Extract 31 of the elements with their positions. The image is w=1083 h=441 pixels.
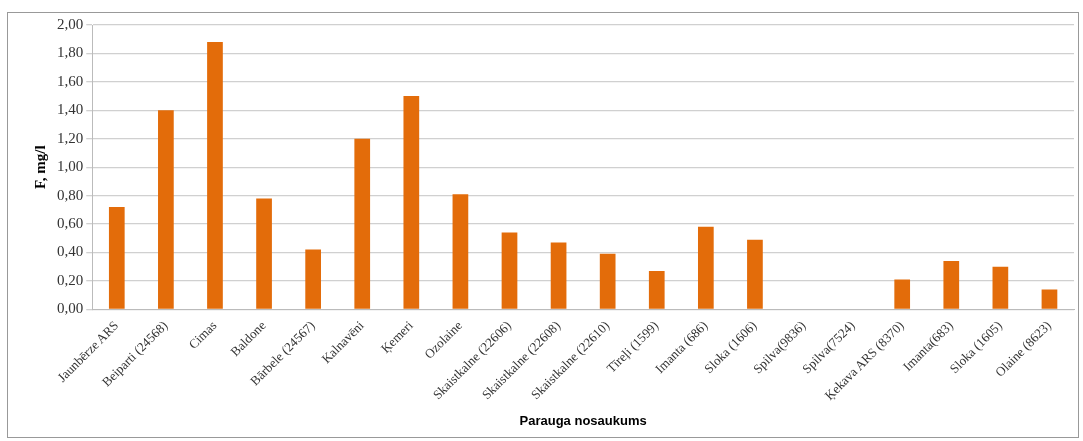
bar xyxy=(992,266,1009,309)
bar xyxy=(158,110,174,309)
bar xyxy=(452,194,469,309)
bar xyxy=(550,242,567,309)
bar xyxy=(894,279,911,309)
y-tick-label: 1,00 xyxy=(57,158,84,175)
bar xyxy=(207,42,223,309)
y-tick-label: 1,20 xyxy=(57,129,84,146)
y-tick-label: 0,80 xyxy=(57,186,84,203)
y-axis-title: F, mg/l xyxy=(31,145,48,189)
y-tick-label: 0,60 xyxy=(57,214,84,231)
y-tick-label: 0,40 xyxy=(57,243,84,260)
bar xyxy=(1041,289,1058,309)
y-tick-label: 1,80 xyxy=(57,44,84,61)
bar xyxy=(501,232,518,309)
x-axis-title: Parauga nosaukums xyxy=(519,412,647,428)
y-tick-label: 0,00 xyxy=(57,300,84,317)
bar xyxy=(747,239,763,309)
bar xyxy=(943,260,960,309)
bar xyxy=(108,206,125,309)
y-tick-label: 2,00 xyxy=(57,15,84,32)
bar xyxy=(648,270,665,309)
bar xyxy=(305,249,321,309)
bar xyxy=(403,96,420,309)
bar xyxy=(354,138,371,309)
y-tick-label: 1,60 xyxy=(57,72,84,89)
bar xyxy=(256,198,272,309)
y-tick-label: 0,20 xyxy=(57,271,84,288)
y-tick-label: 1,40 xyxy=(57,101,84,118)
bar xyxy=(697,226,714,309)
bar xyxy=(599,253,616,309)
